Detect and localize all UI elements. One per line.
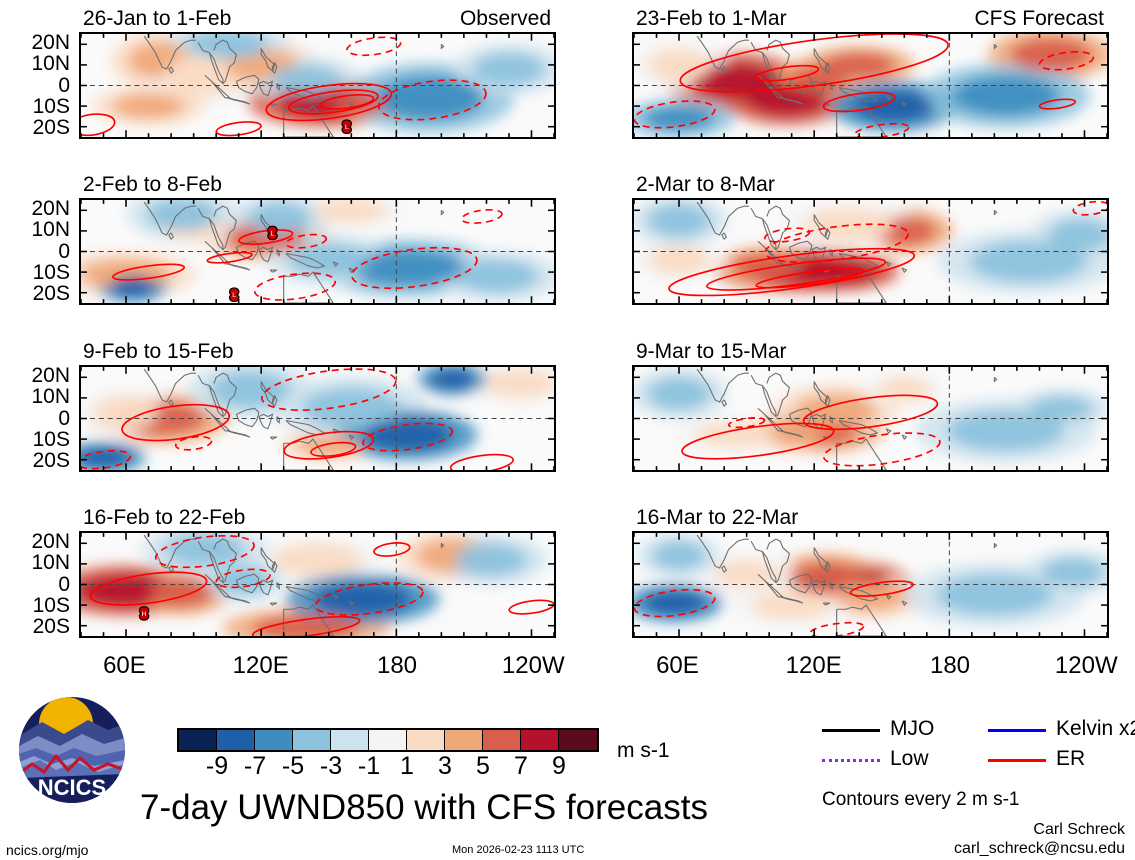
x-axis-tick-label: 120W: [501, 652, 565, 679]
column-header: CFS Forecast: [974, 7, 1104, 30]
colorbar-cell: [407, 730, 445, 750]
colorbar-cell: [255, 730, 293, 750]
y-axis-tick-label: 20S: [32, 116, 70, 140]
x-axis-tick-label: 180: [929, 652, 971, 679]
x-axis-tick-label: 60E: [656, 652, 699, 679]
colorbar-cell: [179, 730, 217, 750]
colorbar-tick-label: 7: [514, 752, 528, 780]
svg-text:NCICS: NCICS: [38, 775, 106, 800]
author-email: carl_schreck@ncsu.edu: [954, 840, 1125, 857]
colorbar-cell: [445, 730, 483, 750]
y-axis-tick-label: 0: [58, 73, 70, 97]
colorbar-units-label: m s-1: [617, 739, 670, 762]
y-axis-tick-label: 10S: [32, 260, 70, 284]
map-field: [81, 367, 554, 470]
panel-title: 16-Feb to 22-Feb: [83, 506, 246, 529]
map-panel[interactable]: [632, 531, 1109, 638]
y-axis-tick-label: 10S: [32, 593, 70, 617]
y-axis-tick-label: 0: [58, 406, 70, 430]
y-axis-tick-label: 10N: [31, 218, 70, 242]
author-name: Carl Schreck: [1033, 821, 1125, 838]
y-axis-tick-label: 10N: [31, 52, 70, 76]
ncics-logo[interactable]: NCICS: [16, 694, 128, 806]
y-axis-tick-label: 20S: [32, 282, 70, 306]
map-field: [634, 200, 1107, 303]
colorbar-tick-label: 9: [552, 752, 566, 780]
colorbar-tick-label: 3: [438, 752, 452, 780]
colorbar-cell: [483, 730, 521, 750]
y-axis-tick-label: 20S: [32, 449, 70, 473]
panel-title: 16-Mar to 22-Mar: [636, 506, 799, 529]
colorbar-tick-label: -3: [319, 752, 343, 780]
x-axis-tick-label: 120E: [785, 652, 842, 679]
colorbar-tick-label: -5: [281, 752, 305, 780]
map-field: L: [81, 34, 554, 137]
y-axis-tick-label: 0: [58, 239, 70, 263]
y-axis-tick-label: 20N: [31, 363, 70, 387]
column-header: Observed: [459, 7, 551, 30]
y-axis-tick-label: 20N: [31, 30, 70, 54]
svg-text:L: L: [345, 124, 349, 131]
colorbar-tick-label: -1: [357, 752, 381, 780]
map-field: [634, 367, 1107, 470]
main-title: 7-day UWND850 with CFS forecasts: [140, 788, 708, 827]
colorbar-cell: [521, 730, 559, 750]
x-axis-tick-label: 60E: [103, 652, 146, 679]
y-axis-tick-label: 10N: [31, 551, 70, 575]
svg-text:H: H: [142, 611, 147, 618]
timestamp: Mon 2026-02-23 1113 UTC: [452, 844, 585, 856]
x-axis-tick-label: 120E: [232, 652, 289, 679]
map-panel[interactable]: [632, 365, 1109, 472]
y-axis-tick-label: 10S: [32, 94, 70, 118]
legend-label: ER: [1056, 747, 1086, 770]
panel-title: 23-Feb to 1-Mar: [636, 7, 787, 30]
colorbar-cell: [369, 730, 407, 750]
y-axis-tick-label: 20S: [32, 615, 70, 639]
colorbar-cell: [559, 730, 597, 750]
site-url[interactable]: ncics.org/mjo: [6, 842, 89, 858]
contour-interval-note: Contours every 2 m s-1: [822, 789, 1020, 810]
panel-title: 9-Mar to 15-Mar: [636, 340, 787, 363]
legend-label: MJO: [890, 717, 935, 740]
map-field: [634, 533, 1107, 636]
panel-title: 9-Feb to 15-Feb: [83, 340, 234, 363]
map-panel[interactable]: [79, 365, 556, 472]
x-axis-tick-label: 120W: [1054, 652, 1118, 679]
colorbar-cell: [331, 730, 369, 750]
map-field: H: [81, 533, 554, 636]
y-axis-tick-label: 0: [58, 572, 70, 596]
colorbar-tick-label: -9: [205, 752, 229, 780]
panel-title: 26-Jan to 1-Feb: [83, 7, 232, 30]
legend-line-er: [988, 759, 1046, 762]
colorbar-tick-label: 1: [400, 752, 414, 780]
legend-line-kelvin-x2: [988, 729, 1046, 732]
y-axis-tick-label: 10N: [31, 385, 70, 409]
svg-text:L: L: [271, 230, 275, 237]
map-field: LL: [81, 200, 554, 303]
legend-label: Kelvin x2: [1056, 717, 1135, 740]
map-panel[interactable]: H: [79, 531, 556, 638]
y-axis-tick-label: 20N: [31, 196, 70, 220]
map-panel[interactable]: [632, 32, 1109, 139]
svg-text:L: L: [232, 292, 236, 299]
colorbar: [177, 728, 599, 752]
y-axis-tick-label: 20N: [31, 529, 70, 553]
panel-title: 2-Feb to 8-Feb: [83, 173, 222, 196]
x-axis-tick-label: 180: [376, 652, 418, 679]
y-axis-tick-label: 10S: [32, 427, 70, 451]
colorbar-cell: [293, 730, 331, 750]
map-field: [634, 34, 1107, 137]
colorbar-cell: [217, 730, 255, 750]
legend-line-low: [822, 759, 880, 762]
map-panel[interactable]: L: [79, 32, 556, 139]
map-panel[interactable]: [632, 198, 1109, 305]
panel-title: 2-Mar to 8-Mar: [636, 173, 775, 196]
colorbar-tick-label: -7: [243, 752, 267, 780]
colorbar-tick-label: 5: [476, 752, 490, 780]
legend-label: Low: [890, 747, 929, 770]
legend-line-mjo: [822, 729, 880, 732]
